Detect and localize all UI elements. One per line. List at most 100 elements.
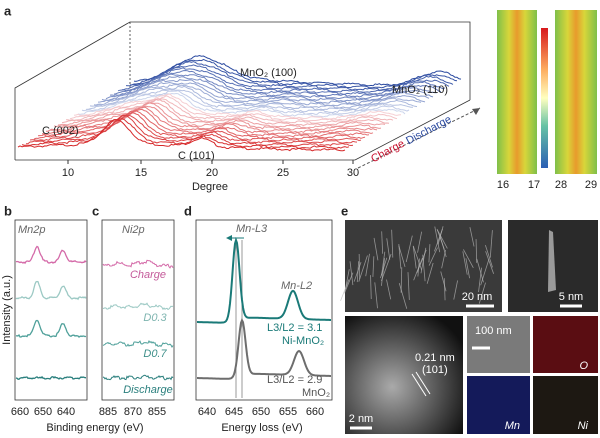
fiber <box>469 227 475 247</box>
scale-bar-label: 5 nm <box>559 291 583 303</box>
fiber <box>344 269 350 290</box>
arrow-head <box>472 108 480 115</box>
eels-spectra <box>197 236 331 398</box>
xrd-curve <box>117 67 446 95</box>
plot-box <box>14 219 88 401</box>
eds-map <box>533 376 598 434</box>
spectrum <box>102 374 174 381</box>
fiber <box>372 256 375 277</box>
x-tick-label: 645 <box>225 406 243 418</box>
peak-label: C (101) <box>178 150 215 162</box>
x-tick-label: 17 <box>528 179 540 191</box>
xrd-curve <box>33 112 362 142</box>
fiber <box>485 244 493 268</box>
panel-label: a <box>4 3 12 18</box>
fiber <box>373 237 379 261</box>
lattice-mark <box>415 371 431 395</box>
mn2p-spectra <box>15 245 87 380</box>
panel-label: d <box>184 203 192 218</box>
xrd-curve <box>57 102 386 129</box>
fiber <box>380 257 388 279</box>
xrd-curve <box>89 85 418 111</box>
fiber <box>426 262 434 284</box>
xrd-curve <box>133 54 462 87</box>
plot-box <box>101 219 175 401</box>
eds-map <box>467 376 530 434</box>
direction-label: Charge <box>369 138 406 166</box>
texture <box>340 226 495 309</box>
fiber <box>398 282 408 309</box>
d-spacing: 0.21 nm <box>415 352 455 364</box>
tem-image <box>345 316 463 434</box>
ni2p-spectra <box>102 259 174 381</box>
spectrum <box>15 319 87 338</box>
fiber <box>386 238 391 260</box>
axis-title: Energy loss (eV) <box>221 422 302 434</box>
fiber <box>428 244 431 263</box>
fiber <box>476 258 484 283</box>
x-tick-label: 855 <box>148 406 166 418</box>
spectrum <box>15 280 87 301</box>
fiber <box>478 282 486 304</box>
nanowire <box>548 230 556 292</box>
xrd-curve <box>109 73 438 100</box>
fiber <box>358 255 368 282</box>
x-tick-label: 10 <box>62 167 74 179</box>
panel-label: c <box>92 203 99 218</box>
x-tick-label: 20 <box>206 167 218 179</box>
spectrum <box>197 236 331 324</box>
x-tick-label: 15 <box>135 167 147 179</box>
plot-box <box>195 219 333 401</box>
fiber <box>370 275 372 300</box>
eds-map <box>533 316 598 373</box>
state-label: Charge <box>130 269 166 281</box>
eds-map <box>467 316 530 373</box>
ratio-label: L3/L2 = 2.9 <box>267 374 322 386</box>
direction-arrow <box>357 107 481 169</box>
plane: (101) <box>422 364 448 376</box>
xrd-curve <box>73 93 402 120</box>
waterfall-frame <box>14 21 471 161</box>
panel-label: b <box>4 203 12 218</box>
fiber <box>434 226 441 253</box>
scale-bar-label: 20 nm <box>462 291 493 303</box>
element-label: Mn2p <box>18 224 46 236</box>
x-tick-label: 640 <box>57 406 75 418</box>
fiber <box>420 247 427 274</box>
fiber <box>398 245 406 267</box>
fiber <box>463 249 474 268</box>
state-label: Discharge <box>123 384 173 396</box>
map-label: O <box>579 360 588 372</box>
fiber <box>405 235 413 263</box>
map-label: Mn <box>505 420 520 432</box>
xrd-curve <box>105 75 434 102</box>
spectrum <box>102 259 174 269</box>
fiber <box>349 261 354 286</box>
axis-title: Binding energy (eV) <box>46 422 143 434</box>
scale-bar-label: 100 nm <box>475 325 512 337</box>
fiber <box>400 267 403 293</box>
xrd-curve <box>61 98 390 127</box>
fiber <box>381 258 385 286</box>
x-tick-label: 870 <box>124 406 142 418</box>
x-tick-label: 660 <box>306 406 324 418</box>
edge-label: Mn-L3 <box>236 223 268 235</box>
xrd-curve <box>42 108 370 138</box>
fiber <box>478 267 482 293</box>
heatmap <box>555 10 597 174</box>
xrd-curve <box>37 110 366 140</box>
fiber <box>440 271 447 292</box>
lattice-mark <box>411 373 427 397</box>
peak-label: MnO₂ (110) <box>392 84 448 96</box>
xrd-curve <box>81 90 410 115</box>
fiber <box>412 245 417 269</box>
xrd-curve <box>17 119 346 152</box>
waterfall-curves <box>17 54 462 152</box>
fiber <box>343 272 354 294</box>
spectrum <box>197 317 331 380</box>
ratio-label: L3/L2 = 3.1 <box>267 322 322 334</box>
spectrum <box>15 375 86 380</box>
axis-title: Degree <box>192 181 228 193</box>
fiber <box>465 258 470 279</box>
